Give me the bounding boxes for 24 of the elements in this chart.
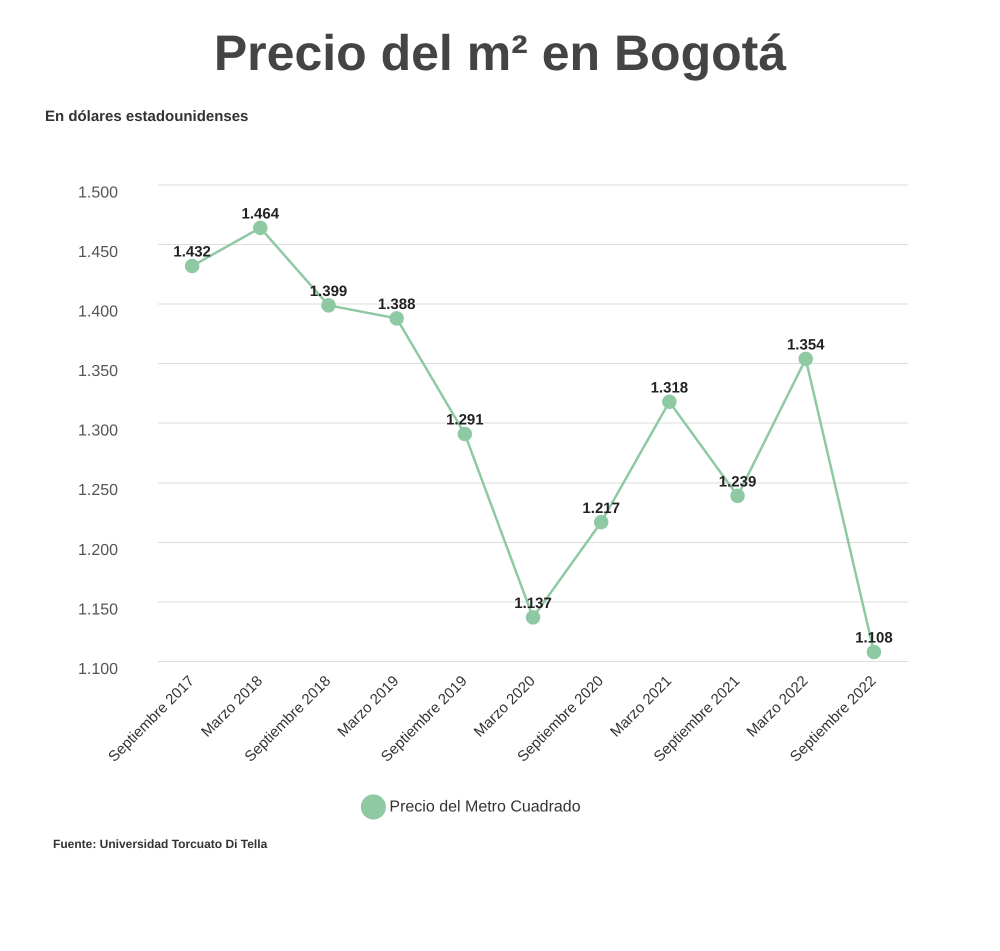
data-label: 1.318	[650, 379, 688, 396]
y-tick-label: 1.500	[78, 184, 118, 202]
y-tick-label: 1.250	[78, 482, 118, 500]
y-tick-label: 1.150	[78, 601, 118, 618]
y-tick-label: 1.400	[78, 304, 118, 321]
y-tick-label: 1.450	[78, 244, 118, 261]
source-note: Fuente: Universidad Torcuato Di Tella	[53, 837, 268, 851]
data-label: 1.399	[310, 282, 348, 300]
data-label: 1.432	[173, 244, 211, 261]
data-label: 1.137	[514, 595, 552, 612]
y-tick-label: 1.350	[78, 363, 118, 380]
data-label: 1.354	[786, 336, 826, 354]
data-label: 1.464	[242, 206, 280, 223]
chart-subtitle: En dólares estadounidenses	[45, 108, 250, 125]
chart-title: Precio del m² en Bogotá	[212, 24, 788, 82]
y-tick-label: 1.300	[78, 422, 118, 440]
data-label: 1.388	[378, 296, 416, 314]
data-label: 1.291	[446, 412, 484, 429]
legend-label: Precio del Metro Cuadrado	[389, 798, 581, 816]
data-label: 1.217	[582, 500, 620, 517]
y-tick-label: 1.200	[78, 542, 118, 559]
data-label: 1.239	[718, 474, 756, 491]
data-label: 1.108	[855, 630, 893, 647]
y-tick-label: 1.100	[78, 660, 118, 678]
